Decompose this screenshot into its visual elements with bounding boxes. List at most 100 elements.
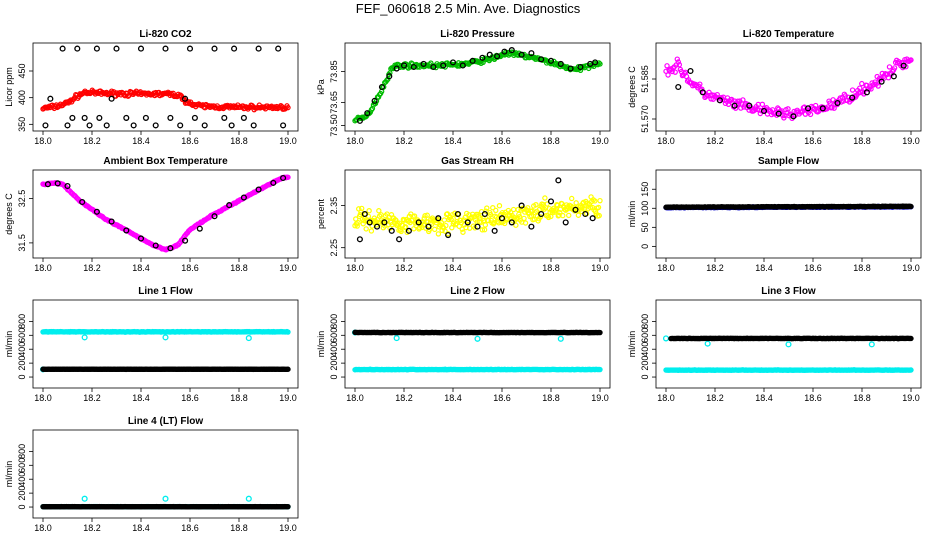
panel-7: Line 2 Flow ml/min 18.0 18.2 18.4 18.6 18.8 19.… bbox=[316, 286, 611, 403]
data-point bbox=[44, 181, 51, 188]
data-point bbox=[547, 198, 555, 205]
data-point bbox=[807, 111, 814, 118]
data-point bbox=[454, 210, 461, 218]
x-tick-label: 18.6 bbox=[493, 136, 511, 146]
data-point bbox=[113, 45, 120, 52]
series-line-1-flow bbox=[40, 328, 291, 335]
x-tick-label: 18.4 bbox=[132, 523, 150, 533]
data-point bbox=[501, 220, 508, 227]
data-point bbox=[595, 204, 602, 211]
data-point bbox=[510, 206, 517, 213]
data-point bbox=[716, 97, 723, 104]
data-point bbox=[162, 334, 169, 341]
data-point bbox=[522, 220, 529, 226]
data-point bbox=[285, 329, 291, 335]
data-point bbox=[177, 92, 184, 98]
data-point bbox=[760, 107, 768, 115]
x-tick-label: 18.2 bbox=[706, 263, 724, 273]
x-tick-label: 18.2 bbox=[395, 136, 413, 146]
x-tick-label: 18.2 bbox=[83, 263, 101, 273]
data-point bbox=[662, 335, 670, 342]
data-point bbox=[785, 341, 792, 348]
y-tick-label: 200 bbox=[17, 486, 27, 501]
plot-area bbox=[352, 177, 603, 243]
data-point bbox=[363, 226, 369, 232]
data-point bbox=[415, 219, 422, 226]
data-point bbox=[868, 86, 874, 92]
data-point bbox=[359, 205, 365, 212]
plot-area bbox=[39, 328, 291, 373]
data-point bbox=[177, 122, 184, 129]
plot-area bbox=[663, 56, 914, 122]
panel-2: Li-820 Temperature degrees C 18.0 18.2 18.4 1… bbox=[627, 29, 922, 146]
data-point bbox=[211, 213, 218, 220]
data-point bbox=[353, 216, 359, 222]
x-tick-label: 18.6 bbox=[493, 263, 511, 273]
x-tick-label: 18.8 bbox=[230, 523, 248, 533]
y-tick-label: 2.35 bbox=[329, 197, 339, 215]
x-tick-label: 18.4 bbox=[755, 263, 773, 273]
data-point bbox=[890, 73, 897, 80]
x-tick-label: 18.4 bbox=[132, 263, 150, 273]
data-point bbox=[672, 69, 678, 75]
x-tick-label: 19.0 bbox=[591, 393, 609, 403]
data-point bbox=[47, 95, 54, 102]
plot-frame bbox=[655, 299, 922, 389]
data-point bbox=[908, 203, 914, 210]
panel-9: Line 4 (LT) Flow ml/min 18.0 18.2 18.4 18.6 18… bbox=[4, 416, 299, 533]
data-point bbox=[537, 214, 544, 220]
x-tick-label: 18.0 bbox=[657, 263, 675, 273]
data-point bbox=[891, 65, 898, 71]
data-point bbox=[64, 122, 71, 129]
data-point bbox=[443, 222, 449, 229]
data-point bbox=[228, 122, 235, 129]
data-point bbox=[93, 208, 100, 215]
y-tick-label: 100 bbox=[640, 201, 650, 216]
data-point bbox=[775, 110, 782, 117]
data-point bbox=[528, 50, 535, 57]
data-point bbox=[393, 65, 400, 72]
y-tick-label: 0 bbox=[329, 375, 339, 380]
x-tick-label: 18.2 bbox=[395, 393, 413, 403]
data-point bbox=[675, 83, 682, 91]
data-point bbox=[868, 341, 875, 348]
data-point bbox=[575, 212, 582, 218]
data-point bbox=[356, 236, 363, 243]
y-axis-label: ml/min bbox=[4, 461, 14, 488]
data-point bbox=[706, 89, 712, 96]
data-point bbox=[130, 122, 137, 129]
data-point bbox=[740, 97, 746, 103]
series-reference bbox=[356, 47, 599, 124]
data-point bbox=[182, 237, 189, 244]
data-point bbox=[396, 236, 403, 243]
x-tick-label: 18.6 bbox=[181, 263, 199, 273]
data-point bbox=[186, 45, 194, 52]
data-point bbox=[81, 334, 88, 341]
y-tick-label: 0 bbox=[17, 505, 27, 510]
plot-frame bbox=[344, 299, 611, 389]
data-point bbox=[360, 221, 366, 227]
data-point bbox=[167, 114, 174, 121]
x-tick-label: 18.8 bbox=[853, 393, 871, 403]
series-line-4-lt-flow-outliers- bbox=[81, 495, 252, 502]
data-point bbox=[573, 200, 579, 206]
y-tick-label: 400 bbox=[329, 342, 339, 357]
data-point bbox=[393, 335, 400, 342]
data-point bbox=[525, 205, 531, 211]
series-li-820-co2 bbox=[40, 87, 291, 113]
plot-area bbox=[352, 47, 603, 124]
data-point bbox=[410, 63, 417, 71]
plot-title: Line 4 (LT) Flow bbox=[128, 416, 204, 427]
plot-area bbox=[40, 495, 291, 510]
data-point bbox=[152, 122, 159, 129]
x-tick-label: 18.0 bbox=[34, 263, 52, 273]
data-point bbox=[441, 217, 448, 223]
data-point bbox=[371, 97, 378, 104]
data-point bbox=[420, 60, 427, 67]
data-point bbox=[426, 226, 433, 233]
y-tick-label: 0 bbox=[640, 375, 650, 380]
data-point bbox=[182, 95, 189, 102]
panel-4: Gas Stream RH percent 18.0 18.2 18.4 18.6 18.8… bbox=[316, 156, 611, 273]
data-point bbox=[827, 100, 833, 106]
y-axis-label: ml/min bbox=[627, 331, 637, 358]
